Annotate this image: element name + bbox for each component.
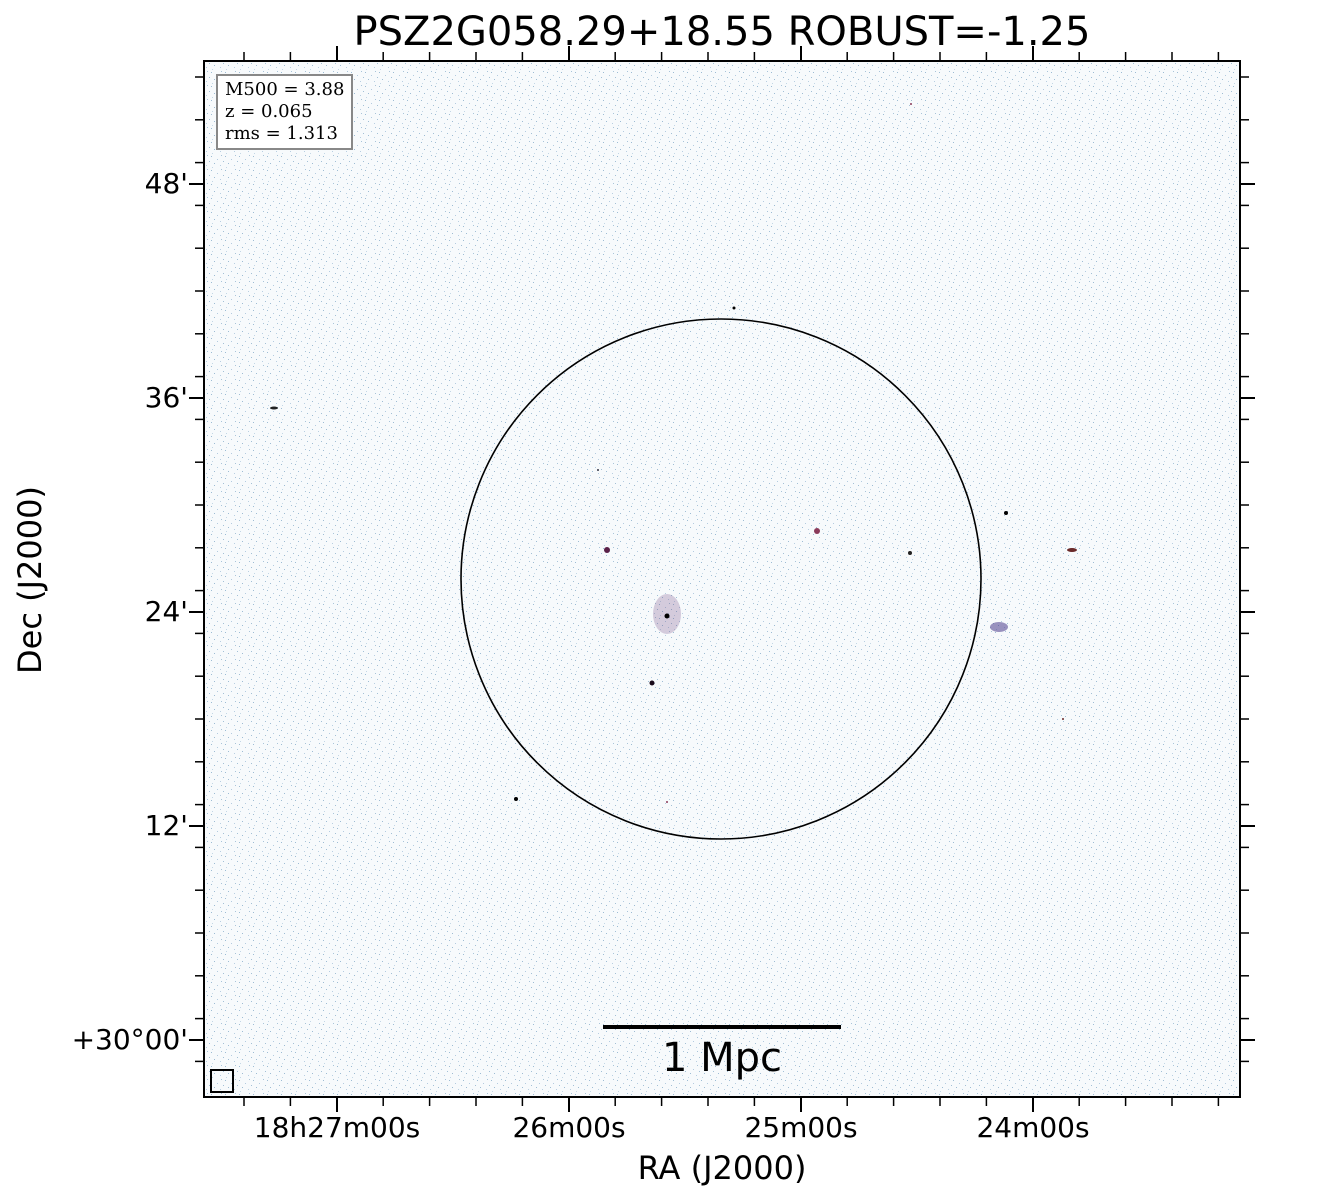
y-tick-label: +30°00' bbox=[71, 1023, 188, 1056]
source bbox=[990, 622, 1008, 632]
y-minor-ticks bbox=[195, 76, 1249, 1063]
x-minor-ticks bbox=[243, 52, 1220, 1106]
y-ticks bbox=[189, 183, 1255, 1041]
beam-marker bbox=[210, 1069, 234, 1093]
figure-title: PSZ2G058.29+18.55 ROBUST=-1.25 bbox=[353, 9, 1091, 55]
scale-bar-label: 1 Mpc bbox=[661, 1035, 783, 1081]
y-tick-label: 48' bbox=[144, 167, 188, 200]
x-tick-label: 18h27m00s bbox=[253, 1111, 421, 1144]
y-tick-label: 12' bbox=[144, 809, 188, 842]
noise-texture bbox=[205, 62, 1239, 1096]
r500-circle bbox=[460, 318, 982, 840]
x-axis-label: RA (J2000) bbox=[637, 1149, 807, 1187]
source bbox=[814, 528, 820, 534]
rms-value: rms = 1.313 bbox=[225, 123, 338, 144]
y-tick-label: 24' bbox=[144, 595, 188, 628]
cluster-info-box: M500 = 3.88 z = 0.065 rms = 1.313 bbox=[216, 74, 354, 150]
source bbox=[597, 469, 599, 471]
scale-bar bbox=[603, 1025, 841, 1029]
m500-value: M500 = 3.88 bbox=[225, 79, 345, 100]
source bbox=[732, 306, 736, 310]
redshift-value: z = 0.065 bbox=[225, 101, 313, 122]
source-central bbox=[664, 613, 670, 619]
source bbox=[1062, 718, 1064, 720]
source bbox=[270, 406, 278, 410]
source bbox=[910, 103, 912, 105]
y-axis-label: Dec (J2000) bbox=[11, 486, 49, 674]
source bbox=[514, 797, 518, 801]
source bbox=[908, 551, 912, 555]
radio-sources bbox=[270, 103, 1077, 803]
x-tick-label: 26m00s bbox=[512, 1111, 626, 1144]
source bbox=[666, 801, 668, 803]
x-tick-label: 24m00s bbox=[976, 1111, 1090, 1144]
source bbox=[604, 547, 610, 553]
source bbox=[1067, 548, 1077, 552]
source bbox=[1004, 511, 1008, 515]
x-tick-label: 25m00s bbox=[744, 1111, 858, 1144]
source bbox=[649, 680, 655, 686]
y-tick-label: 36' bbox=[144, 381, 188, 414]
